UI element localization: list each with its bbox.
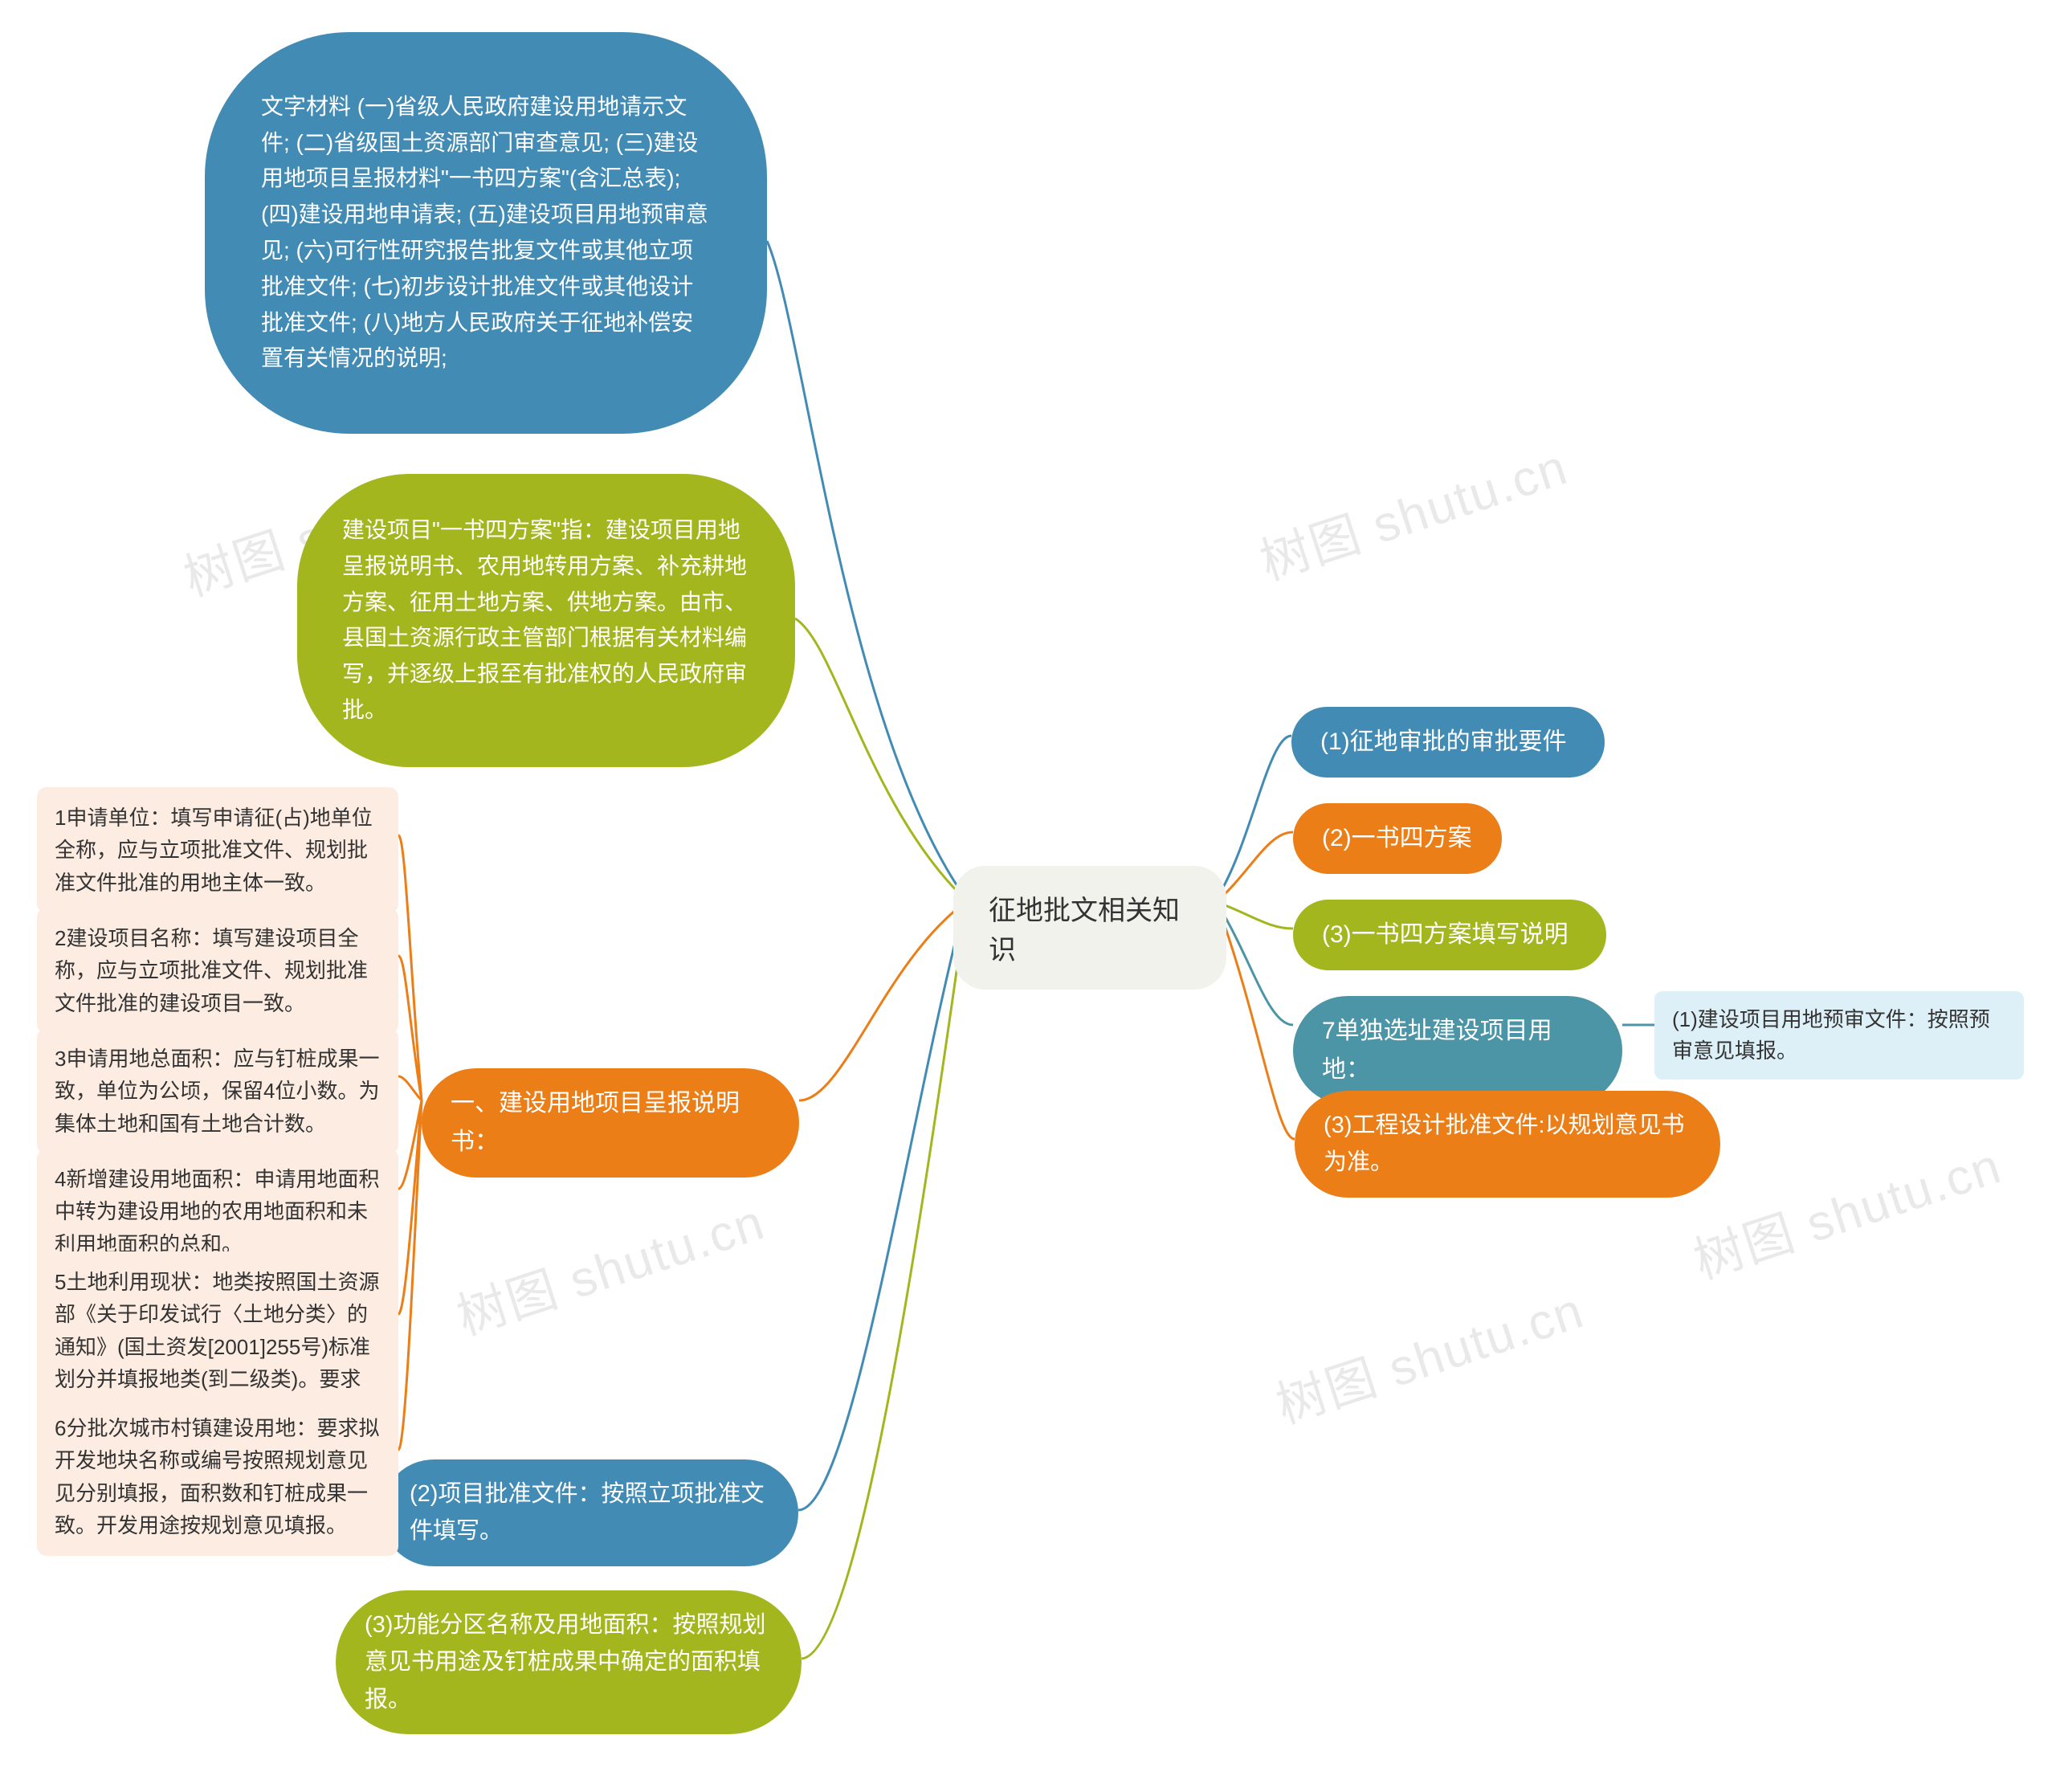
mindmap-node[interactable]: (3)功能分区名称及用地面积：按照规划意见书用途及钉桩成果中确定的面积填报。: [336, 1590, 802, 1734]
mindmap-canvas: 树图 shutu.cn 树图 shutu.cn 树图 shutu.cn 树图 shut…: [0, 0, 2056, 1792]
mindmap-leaf[interactable]: 1申请单位：填写申请征(占)地单位全称，应与立项批准文件、规划批准文件批准的用地…: [37, 787, 398, 913]
mindmap-leaf[interactable]: (1)建设项目用地预审文件：按照预审意见填报。: [1654, 991, 2024, 1080]
mindmap-node[interactable]: (1)征地审批的审批要件: [1291, 707, 1605, 778]
leaf-label: 4新增建设用地面积：申请用地面积中转为建设用地的农用地面积和未利用地面积的总和。: [55, 1163, 381, 1260]
mindmap-node[interactable]: 文字材料 (一)省级人民政府建设用地请示文件; (二)省级国土资源部门审查意见;…: [205, 32, 767, 434]
mindmap-edge: [1221, 904, 1293, 929]
mindmap-edge: [398, 1076, 422, 1100]
mindmap-edge: [398, 1100, 422, 1450]
node-label: (3)功能分区名称及用地面积：按照规划意见书用途及钉桩成果中确定的面积填报。: [365, 1606, 773, 1718]
mindmap-edge: [1221, 832, 1293, 898]
node-label: 一、建设用地项目呈报说明书：: [451, 1084, 770, 1161]
node-label: (2)项目批准文件：按照立项批准文件填写。: [410, 1476, 769, 1550]
node-label: (2)一书四方案: [1322, 819, 1472, 858]
mindmap-edge: [398, 956, 422, 1100]
node-label: (3)工程设计批准文件:以规划意见书为准。: [1324, 1107, 1691, 1182]
watermark: 树图 shutu.cn: [1250, 427, 1576, 594]
mindmap-edge: [1221, 914, 1295, 1139]
mindmap-node[interactable]: 一、建设用地项目呈报说明书：: [422, 1068, 799, 1178]
watermark: 树图 shutu.cn: [447, 1182, 773, 1349]
mindmap-edge: [798, 908, 964, 1510]
node-label: 文字材料 (一)省级人民政府建设用地请示文件; (二)省级国土资源部门审查意见;…: [261, 89, 711, 377]
mindmap-node[interactable]: (3)一书四方案填写说明: [1293, 900, 1606, 970]
mindmap-leaf[interactable]: 6分批次城市村镇建设用地：要求拟开发地块名称或编号按照规划意见见分别填报，面积数…: [37, 1398, 398, 1556]
node-label: 7单独选址建设项目用地：: [1322, 1012, 1593, 1089]
mindmap-edge: [398, 1100, 422, 1314]
mindmap-edge: [1221, 736, 1291, 892]
leaf-label: (1)建设项目用地预审文件：按照预审意见填报。: [1672, 1004, 2006, 1067]
mindmap-edge: [799, 904, 964, 1100]
root-label: 征地批文相关知识: [989, 896, 1180, 965]
mindmap-root[interactable]: 征地批文相关知识: [953, 866, 1226, 990]
mindmap-leaf[interactable]: 2建设项目名称：填写建设项目全称，应与立项批准文件、规划批准文件批准的建设项目一…: [37, 908, 398, 1034]
mindmap-leaf[interactable]: 3申请用地总面积：应与钉桩成果一致，单位为公顷，保留4位小数。为集体土地和国有土…: [37, 1028, 398, 1154]
mindmap-edge: [795, 618, 964, 898]
mindmap-node[interactable]: 建设项目"一书四方案"指：建设项目用地呈报说明书、农用地转用方案、补充耕地方案、…: [297, 474, 795, 767]
mindmap-edge: [802, 909, 965, 1659]
leaf-label: 6分批次城市村镇建设用地：要求拟开发地块名称或编号按照规划意见见分别填报，面积数…: [55, 1412, 381, 1541]
leaf-label: 1申请单位：填写申请征(占)地单位全称，应与立项批准文件、规划批准文件批准的用地…: [55, 802, 381, 899]
node-label: (3)一书四方案填写说明: [1322, 916, 1569, 954]
mindmap-edge: [767, 241, 964, 896]
watermark: 树图 shutu.cn: [1266, 1270, 1592, 1437]
mindmap-node[interactable]: (2)一书四方案: [1293, 803, 1502, 874]
leaf-label: 2建设项目名称：填写建设项目全称，应与立项批准文件、规划批准文件批准的建设项目一…: [55, 922, 381, 1019]
watermark: 树图 shutu.cn: [1683, 1125, 2009, 1292]
node-label: 建设项目"一书四方案"指：建设项目用地呈报说明书、农用地转用方案、补充耕地方案、…: [342, 512, 750, 729]
leaf-label: 3申请用地总面积：应与钉桩成果一致，单位为公顷，保留4位小数。为集体土地和国有土…: [55, 1043, 381, 1140]
node-label: (1)征地审批的审批要件: [1320, 723, 1567, 761]
mindmap-node[interactable]: (3)工程设计批准文件:以规划意见书为准。: [1295, 1091, 1720, 1198]
mindmap-node[interactable]: (2)项目批准文件：按照立项批准文件填写。: [381, 1459, 798, 1566]
mindmap-node[interactable]: 7单独选址建设项目用地：: [1293, 996, 1622, 1105]
mindmap-edge: [1221, 909, 1293, 1025]
mindmap-edge: [398, 1100, 422, 1189]
mindmap-edge: [398, 835, 422, 1100]
